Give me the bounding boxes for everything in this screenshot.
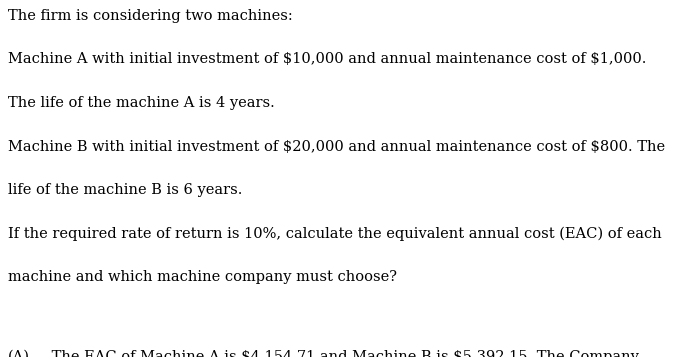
Text: The life of the machine A is 4 years.: The life of the machine A is 4 years. <box>8 96 275 110</box>
Text: If the required rate of return is 10%, calculate the equivalent annual cost (EAC: If the required rate of return is 10%, c… <box>8 227 662 241</box>
Text: machine and which machine company must choose?: machine and which machine company must c… <box>8 270 397 284</box>
Text: Machine B with initial investment of \$20,000 and annual maintenance cost of \$8: Machine B with initial investment of \$2… <box>8 140 665 154</box>
Text: Machine A with initial investment of \$10,000 and annual maintenance cost of \$1: Machine A with initial investment of \$1… <box>8 52 647 66</box>
Text: The firm is considering two machines:: The firm is considering two machines: <box>8 9 293 23</box>
Text: (A): (A) <box>8 350 30 357</box>
Text: The EAC of Machine A is \$4,154.71 and Machine B is \$5,392.15. The Company: The EAC of Machine A is \$4,154.71 and M… <box>47 350 638 357</box>
Text: life of the machine B is 6 years.: life of the machine B is 6 years. <box>8 183 243 197</box>
